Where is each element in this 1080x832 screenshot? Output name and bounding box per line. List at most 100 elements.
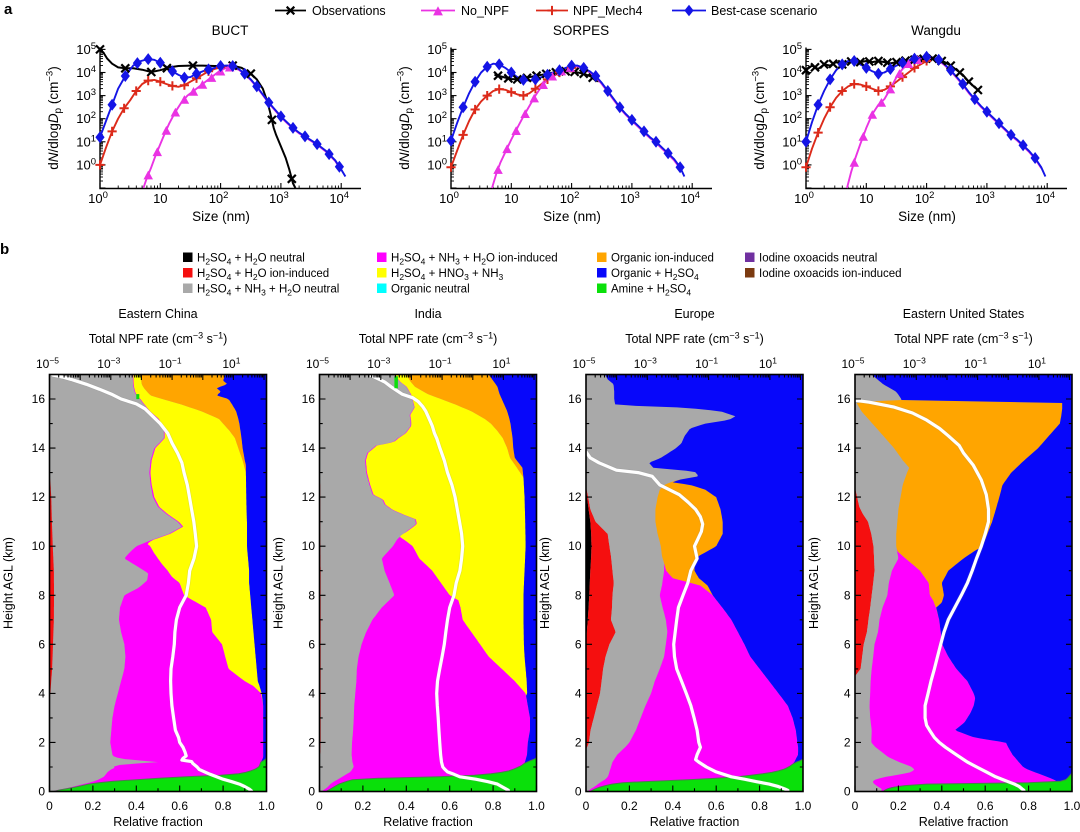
svg-text:1.0: 1.0 bbox=[1064, 799, 1080, 813]
svg-text:1.0: 1.0 bbox=[258, 799, 275, 813]
svg-text:dN/dlogDp (cm−3): dN/dlogDp (cm−3) bbox=[396, 66, 416, 169]
svg-text:Iodine oxoacids neutral: Iodine oxoacids neutral bbox=[759, 253, 877, 265]
svg-text:0.4: 0.4 bbox=[398, 799, 415, 813]
svg-text:4: 4 bbox=[575, 686, 582, 700]
svg-text:Organic ion-induced: Organic ion-induced bbox=[611, 253, 714, 265]
svg-text:Relative fraction: Relative fraction bbox=[650, 815, 740, 829]
svg-text:H2SO4 + HNO3 + NH3: H2SO4 + HNO3 + NH3 bbox=[391, 268, 504, 282]
svg-text:b: b bbox=[0, 241, 9, 258]
svg-text:16: 16 bbox=[568, 392, 582, 406]
svg-text:Eastern United States: Eastern United States bbox=[903, 307, 1025, 321]
svg-text:a: a bbox=[4, 1, 13, 18]
svg-text:dN/dlogDp (cm−3): dN/dlogDp (cm−3) bbox=[751, 66, 771, 169]
svg-text:4: 4 bbox=[308, 686, 315, 700]
svg-text:H2SO4 + NH3 + H2O neutral: H2SO4 + NH3 + H2O neutral bbox=[197, 284, 339, 298]
svg-text:Height AGL (km): Height AGL (km) bbox=[272, 537, 286, 629]
svg-text:Relative fraction: Relative fraction bbox=[919, 815, 1009, 829]
svg-text:4: 4 bbox=[38, 686, 45, 700]
svg-text:H2SO4 + H2O ion-induced: H2SO4 + H2O ion-induced bbox=[197, 268, 329, 282]
svg-text:10: 10 bbox=[859, 191, 873, 206]
svg-text:6: 6 bbox=[38, 637, 45, 651]
svg-text:Height AGL (km): Height AGL (km) bbox=[807, 537, 821, 629]
svg-text:Relative fraction: Relative fraction bbox=[113, 815, 203, 829]
svg-text:0.4: 0.4 bbox=[128, 799, 145, 813]
svg-text:0.8: 0.8 bbox=[485, 799, 502, 813]
svg-text:Relative fraction: Relative fraction bbox=[383, 815, 473, 829]
svg-text:6: 6 bbox=[844, 637, 851, 651]
svg-text:Size (nm): Size (nm) bbox=[898, 209, 956, 224]
svg-text:0.6: 0.6 bbox=[441, 799, 458, 813]
svg-text:0: 0 bbox=[316, 799, 323, 813]
svg-text:2: 2 bbox=[308, 735, 315, 749]
svg-text:16: 16 bbox=[302, 392, 316, 406]
svg-text:0: 0 bbox=[308, 785, 315, 799]
svg-text:India: India bbox=[414, 307, 441, 321]
svg-text:2: 2 bbox=[575, 735, 582, 749]
svg-text:16: 16 bbox=[837, 392, 851, 406]
svg-text:10: 10 bbox=[837, 539, 851, 553]
svg-text:0.2: 0.2 bbox=[355, 799, 372, 813]
svg-text:8: 8 bbox=[575, 588, 582, 602]
svg-text:10: 10 bbox=[504, 191, 518, 206]
svg-text:14: 14 bbox=[568, 441, 582, 455]
svg-text:Best-case scenario: Best-case scenario bbox=[711, 4, 817, 18]
svg-text:8: 8 bbox=[308, 588, 315, 602]
svg-text:8: 8 bbox=[844, 588, 851, 602]
svg-text:0: 0 bbox=[46, 799, 53, 813]
svg-text:Amine + H2SO4: Amine + H2SO4 bbox=[611, 284, 691, 298]
svg-text:0: 0 bbox=[852, 799, 859, 813]
svg-text:Wangdu: Wangdu bbox=[911, 23, 961, 38]
svg-text:6: 6 bbox=[575, 637, 582, 651]
svg-text:12: 12 bbox=[32, 490, 46, 504]
svg-text:2: 2 bbox=[38, 735, 45, 749]
svg-text:0.4: 0.4 bbox=[933, 799, 950, 813]
svg-text:1.0: 1.0 bbox=[528, 799, 545, 813]
svg-text:4: 4 bbox=[844, 686, 851, 700]
svg-text:0.8: 0.8 bbox=[751, 799, 768, 813]
svg-text:Total NPF rate (cm−3 s−1): Total NPF rate (cm−3 s−1) bbox=[894, 331, 1033, 347]
svg-text:12: 12 bbox=[302, 490, 316, 504]
svg-text:Height AGL (km): Height AGL (km) bbox=[2, 537, 16, 629]
svg-text:Observations: Observations bbox=[312, 4, 386, 18]
svg-text:0: 0 bbox=[38, 785, 45, 799]
svg-text:0.8: 0.8 bbox=[1020, 799, 1037, 813]
svg-text:16: 16 bbox=[32, 392, 46, 406]
svg-text:14: 14 bbox=[837, 441, 851, 455]
svg-text:0.2: 0.2 bbox=[85, 799, 102, 813]
svg-text:Total NPF rate (cm−3 s−1): Total NPF rate (cm−3 s−1) bbox=[359, 331, 498, 347]
svg-text:0.4: 0.4 bbox=[664, 799, 681, 813]
svg-text:0: 0 bbox=[583, 799, 590, 813]
svg-text:10: 10 bbox=[302, 539, 316, 553]
svg-text:0: 0 bbox=[575, 785, 582, 799]
svg-text:12: 12 bbox=[837, 490, 851, 504]
svg-text:14: 14 bbox=[32, 441, 46, 455]
svg-text:2: 2 bbox=[844, 735, 851, 749]
svg-text:0.6: 0.6 bbox=[977, 799, 994, 813]
svg-text:12: 12 bbox=[568, 490, 582, 504]
svg-text:0.2: 0.2 bbox=[621, 799, 638, 813]
svg-text:0.6: 0.6 bbox=[171, 799, 188, 813]
svg-text:H2SO4 + H2O neutral: H2SO4 + H2O neutral bbox=[197, 253, 305, 267]
svg-text:Size (nm): Size (nm) bbox=[192, 209, 250, 224]
svg-text:0: 0 bbox=[844, 785, 851, 799]
svg-text:8: 8 bbox=[38, 588, 45, 602]
svg-text:Organic neutral: Organic neutral bbox=[391, 284, 470, 296]
svg-text:NPF_Mech4: NPF_Mech4 bbox=[573, 4, 643, 18]
svg-text:0.8: 0.8 bbox=[215, 799, 232, 813]
svg-text:0.6: 0.6 bbox=[708, 799, 725, 813]
svg-text:Total NPF rate (cm−3 s−1): Total NPF rate (cm−3 s−1) bbox=[625, 331, 764, 347]
svg-text:SORPES: SORPES bbox=[553, 23, 609, 38]
svg-text:14: 14 bbox=[302, 441, 316, 455]
svg-text:1.0: 1.0 bbox=[795, 799, 812, 813]
svg-text:BUCT: BUCT bbox=[212, 23, 249, 38]
svg-text:Organic + H2SO4: Organic + H2SO4 bbox=[611, 268, 699, 282]
svg-text:6: 6 bbox=[308, 637, 315, 651]
svg-text:No_NPF: No_NPF bbox=[461, 4, 509, 18]
svg-text:10: 10 bbox=[568, 539, 582, 553]
svg-text:Size (nm): Size (nm) bbox=[543, 209, 601, 224]
svg-text:H2SO4 + NH3 + H2O ion-induced: H2SO4 + NH3 + H2O ion-induced bbox=[391, 253, 558, 267]
svg-text:Eastern China: Eastern China bbox=[118, 307, 197, 321]
svg-text:Iodine oxoacids ion-induced: Iodine oxoacids ion-induced bbox=[759, 268, 902, 280]
svg-text:10: 10 bbox=[32, 539, 46, 553]
svg-text:dN/dlogDp (cm−3): dN/dlogDp (cm−3) bbox=[45, 66, 65, 169]
